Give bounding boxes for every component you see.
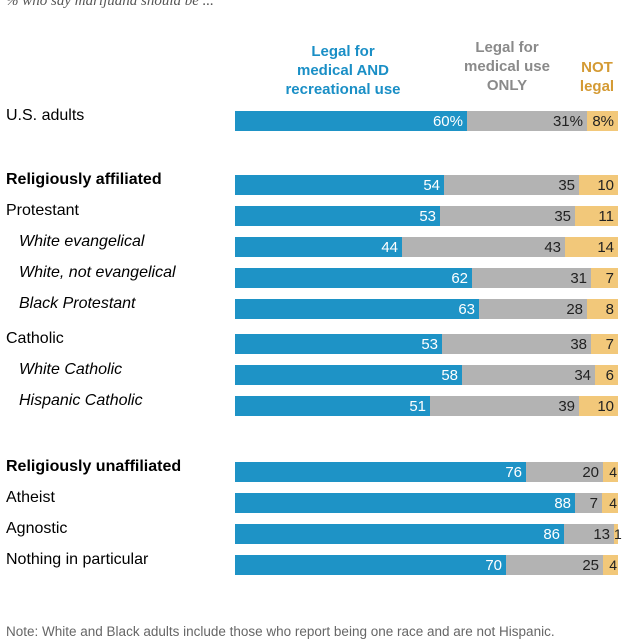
bar-row: 63 28 8 [235, 299, 618, 319]
bar-row: 70 25 4 [235, 555, 618, 575]
row-label: Atheist [6, 489, 55, 506]
row-label: Hispanic Catholic [19, 392, 143, 409]
legend-line: ONLY [486, 77, 528, 94]
chart-note: Note: White and Black adults include tho… [6, 624, 555, 639]
bar-not-legal: 7 [591, 268, 618, 288]
bar-legal-medical-recreational: 54 [235, 175, 444, 195]
bar-legal-medical-recreational: 60% [235, 111, 467, 131]
legend-line: medical AND [297, 62, 389, 79]
row-label: White, not evangelical [19, 264, 176, 281]
bar-row: 51 39 10 [235, 396, 618, 416]
bar-not-legal: 8 [587, 299, 618, 319]
legend-legal-medical-only: Legal for medical use ONLY [448, 38, 566, 95]
bar-not-legal: 1 [614, 524, 622, 544]
bar-row: 62 31 7 [235, 268, 618, 288]
row-label: U.S. adults [6, 107, 85, 124]
bar-not-legal: 4 [602, 493, 618, 513]
bar-row: 53 38 7 [235, 334, 618, 354]
bar-legal-medical-recreational: 70 [235, 555, 506, 575]
bar-legal-medical-only: 35 [440, 206, 575, 226]
bar-legal-medical-recreational: 51 [235, 396, 430, 416]
row-label: White evangelical [19, 233, 145, 250]
row-label: Protestant [6, 202, 79, 219]
legend-line: recreational use [285, 81, 401, 98]
bar-row: 60% 31% 8% [235, 111, 618, 131]
legend-not-legal: NOT legal [574, 58, 620, 96]
bar-not-legal: 10 [579, 396, 618, 416]
bar-legal-medical-only: 38 [442, 334, 591, 354]
bar-legal-medical-recreational: 86 [235, 524, 564, 544]
bar-legal-medical-recreational: 58 [235, 365, 462, 385]
bar-row: 88 7 4 [235, 493, 618, 513]
bar-row: 44 43 14 [235, 237, 618, 257]
legend-line: legal [579, 78, 615, 95]
legend-line: Legal for [475, 39, 539, 56]
bar-not-legal: 8% [587, 111, 618, 131]
bar-legal-medical-only: 31% [467, 111, 587, 131]
bar-row: 54 35 10 [235, 175, 618, 195]
row-label: Catholic [6, 330, 64, 347]
bar-legal-medical-only: 43 [402, 237, 565, 257]
bar-row: 53 35 11 [235, 206, 618, 226]
bar-legal-medical-recreational: 44 [235, 237, 402, 257]
bar-legal-medical-recreational: 53 [235, 206, 440, 226]
bar-row: 58 34 6 [235, 365, 618, 385]
legend-line: Legal for [311, 43, 375, 60]
bar-not-legal: 7 [591, 334, 618, 354]
row-label: Religiously unaffiliated [6, 458, 182, 475]
bar-legal-medical-only: 28 [479, 299, 587, 319]
bar-legal-medical-only: 35 [444, 175, 579, 195]
bar-legal-medical-recreational: 88 [235, 493, 575, 513]
bar-legal-medical-recreational: 63 [235, 299, 479, 319]
legend-line: NOT [581, 59, 613, 76]
bar-legal-medical-only: 34 [462, 365, 595, 385]
row-label: Religiously affiliated [6, 171, 162, 188]
bar-not-legal: 10 [579, 175, 618, 195]
bar-legal-medical-recreational: 53 [235, 334, 442, 354]
bar-legal-medical-recreational: 76 [235, 462, 526, 482]
row-label: Nothing in particular [6, 551, 149, 568]
legend-legal-medical-recreational: Legal for medical AND recreational use [268, 42, 418, 99]
bar-row: 76 20 4 [235, 462, 618, 482]
bar-row: 86 13 1 [235, 524, 622, 544]
bar-not-legal: 4 [603, 555, 618, 575]
row-label: Agnostic [6, 520, 68, 537]
bar-legal-medical-only: 13 [564, 524, 614, 544]
bar-not-legal: 14 [565, 237, 618, 257]
chart-subtitle: % who say marijuana should be ... [6, 0, 214, 9]
bar-legal-medical-only: 25 [506, 555, 603, 575]
bar-legal-medical-only: 31 [472, 268, 591, 288]
bar-legal-medical-only: 20 [526, 462, 603, 482]
bar-not-legal: 4 [603, 462, 618, 482]
bar-legal-medical-only: 39 [430, 396, 579, 416]
bar-not-legal: 6 [595, 365, 618, 385]
row-label: Black Protestant [19, 295, 136, 312]
row-label: White Catholic [19, 361, 123, 378]
legend-line: medical use [464, 58, 550, 75]
bar-legal-medical-only: 7 [575, 493, 602, 513]
bar-legal-medical-recreational: 62 [235, 268, 472, 288]
bar-not-legal: 11 [575, 206, 618, 226]
